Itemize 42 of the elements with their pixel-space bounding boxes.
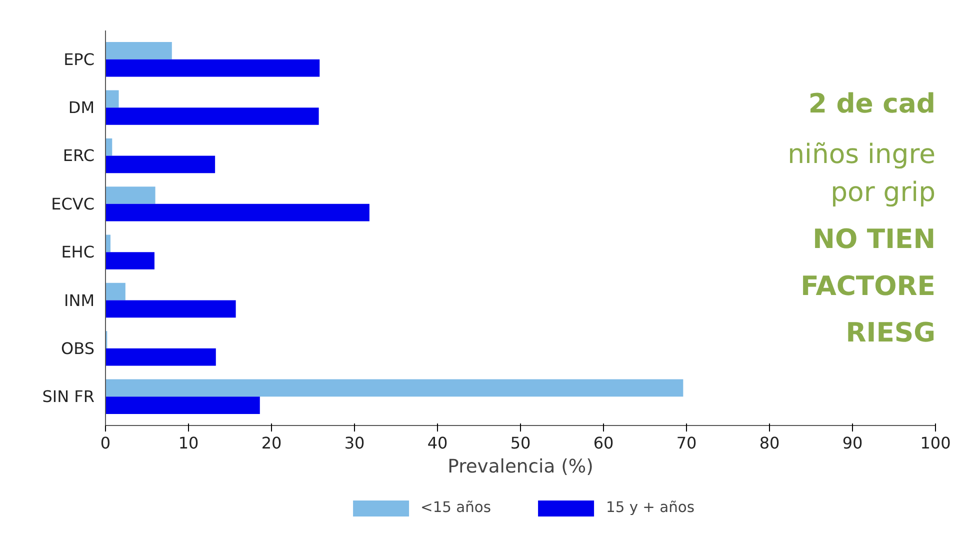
bar xyxy=(106,108,319,125)
bar xyxy=(106,348,216,366)
annotation: 2 de cad xyxy=(808,88,936,120)
y-tick-label: OBS xyxy=(61,338,95,358)
bar xyxy=(106,59,320,77)
annotation: niños ingre xyxy=(788,138,936,170)
x-tick-label: 80 xyxy=(759,434,780,452)
bar xyxy=(106,300,236,318)
x-tick-label: 50 xyxy=(510,434,531,452)
x-tick-label: 0 xyxy=(100,434,111,452)
bar xyxy=(106,396,260,414)
annotation: por grip xyxy=(830,176,936,208)
x-tick-label: 40 xyxy=(427,434,448,452)
x-tick-label: 30 xyxy=(344,434,365,452)
y-tick-label: EHC xyxy=(61,242,94,262)
bar xyxy=(106,282,126,300)
bar xyxy=(106,90,119,108)
y-tick-label: INM xyxy=(64,290,95,310)
x-tick-label: 70 xyxy=(676,434,697,452)
annotation: NO TIEN xyxy=(812,224,936,256)
annotation: FACTORE xyxy=(800,270,936,302)
legend-label: 15 y + años xyxy=(606,499,694,516)
y-tick-label: ERC xyxy=(62,146,95,166)
bar xyxy=(106,186,156,204)
bar xyxy=(106,204,370,222)
y-tick-label: SIN FR xyxy=(42,387,94,406)
y-tick-label: DM xyxy=(68,98,94,118)
x-axis-title: Prevalencia (%) xyxy=(448,456,594,478)
legend-label: <15 años xyxy=(420,499,492,516)
y-tick-label: EPC xyxy=(64,50,95,69)
bar xyxy=(106,379,684,397)
x-tick-label: 100 xyxy=(920,434,951,452)
x-tick-label: 10 xyxy=(178,434,199,452)
bar xyxy=(106,42,172,60)
x-tick-label: 60 xyxy=(593,434,614,452)
x-tick-label: 20 xyxy=(261,434,282,452)
x-tick-label: 90 xyxy=(842,434,863,452)
bar xyxy=(106,252,154,270)
annotation: RIESG xyxy=(846,318,936,349)
y-tick-label: ECVC xyxy=(51,194,95,214)
bar xyxy=(106,156,216,174)
bar xyxy=(106,234,110,252)
